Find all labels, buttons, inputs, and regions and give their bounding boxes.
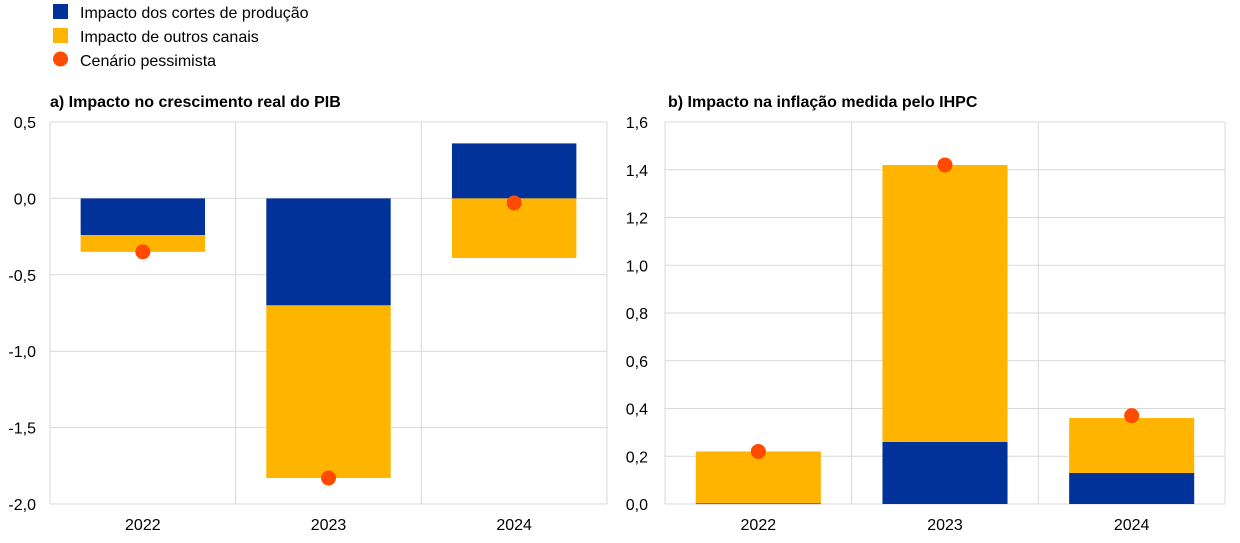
legend-marker-pessimistic — [53, 51, 68, 67]
x-tick-label: 2022 — [741, 517, 777, 534]
x-tick-label: 2023 — [927, 517, 963, 534]
x-tick-label: 2024 — [1114, 517, 1150, 534]
y-tick-label: 0,5 — [14, 115, 36, 132]
bar-other-channels — [882, 164, 1008, 442]
legend-label-production-cuts: Impacto dos cortes de produção — [80, 5, 309, 22]
y-tick-label: -1,5 — [8, 421, 36, 438]
y-tick-label: 1,6 — [626, 115, 648, 132]
x-tick-label: 2024 — [496, 517, 532, 534]
y-tick-label: 0,8 — [626, 306, 648, 323]
legend-label-pessimistic: Cenário pessimista — [80, 53, 216, 70]
y-tick-label: 0,0 — [14, 191, 36, 208]
bar-other-channels — [695, 451, 821, 504]
legend-label-other-channels: Impacto de outros canais — [80, 29, 259, 46]
chart-a-plot: 0,5 0,0 -0,5 -1,0 -1,5 -2,0 2022 2023 2024 — [8, 115, 608, 534]
legend-swatch-other-channels — [53, 28, 68, 43]
y-tick-label: -2,0 — [8, 497, 36, 514]
y-tick-label: -1,0 — [8, 344, 36, 361]
point-pessimistic — [506, 195, 522, 211]
y-tick-label: 1,4 — [626, 163, 648, 180]
y-tick-label: 0,2 — [626, 449, 648, 466]
point-pessimistic — [1124, 408, 1140, 424]
y-tick-label: 1,0 — [626, 258, 648, 275]
chart-b-title: b) Impacto na inflação medida pelo IHPC — [668, 94, 978, 111]
bar-production-cuts — [1069, 472, 1195, 504]
legend: Impacto dos cortes de produção Impacto d… — [53, 4, 309, 70]
bar-other-channels — [80, 235, 206, 252]
y-tick-label: 0,4 — [626, 402, 648, 419]
y-tick-label: 1,2 — [626, 211, 648, 228]
bar-other-channels — [266, 305, 391, 479]
x-tick-label: 2023 — [311, 517, 347, 534]
chart-b-plot: 1,6 1,4 1,2 1,0 0,8 0,6 0,4 0,2 0,0 2022 2023 2024 — [626, 115, 1226, 534]
bar-production-cuts — [80, 198, 206, 236]
y-tick-label: 0,0 — [626, 497, 648, 514]
y-tick-label: -0,5 — [8, 268, 36, 285]
bar-production-cuts — [882, 441, 1008, 504]
bar-other-channels — [1069, 418, 1195, 473]
y-tick-label: 0,6 — [626, 354, 648, 371]
bar-production-cuts — [266, 198, 391, 306]
point-pessimistic — [135, 244, 151, 260]
legend-swatch-production-cuts — [53, 4, 68, 19]
x-tick-label: 2022 — [125, 517, 161, 534]
chart-a-title: a) Impacto no crescimento real do PIB — [50, 94, 341, 111]
bar-production-cuts — [451, 143, 577, 199]
point-pessimistic — [321, 470, 336, 486]
bar-production-cuts — [695, 503, 821, 505]
point-pessimistic — [937, 157, 953, 173]
point-pessimistic — [750, 443, 766, 459]
